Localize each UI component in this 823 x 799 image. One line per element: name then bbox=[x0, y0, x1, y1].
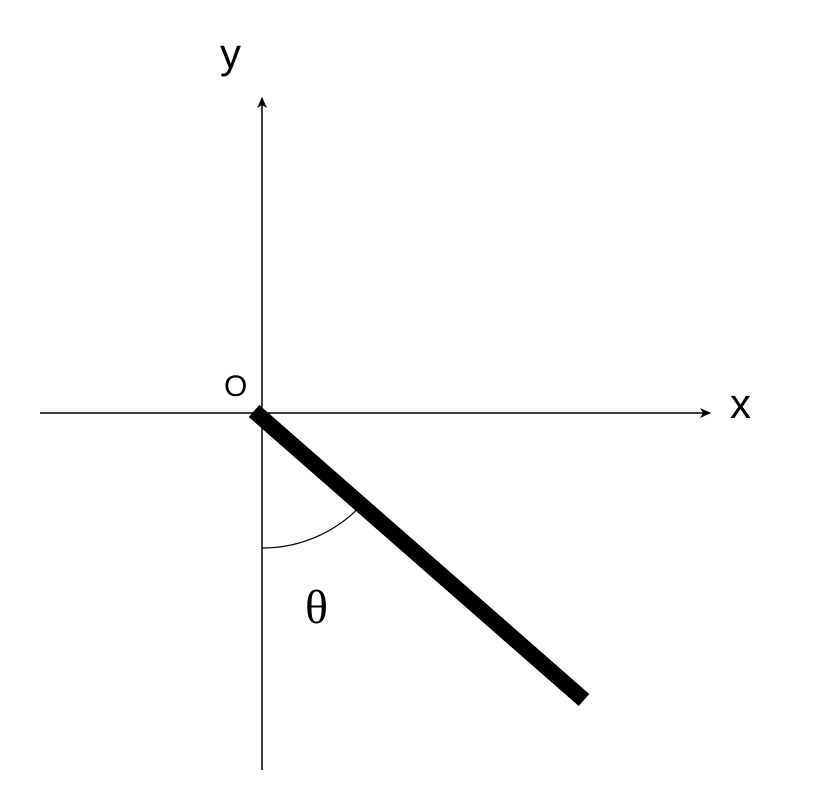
angle-arc bbox=[262, 501, 365, 548]
origin-label: O bbox=[224, 370, 247, 404]
coordinate-diagram: y x O θ bbox=[0, 0, 823, 799]
x-axis-label: x bbox=[730, 380, 751, 428]
rod bbox=[254, 411, 584, 700]
y-axis-label: y bbox=[220, 30, 241, 78]
diagram-svg bbox=[0, 0, 823, 799]
theta-label: θ bbox=[305, 580, 328, 635]
